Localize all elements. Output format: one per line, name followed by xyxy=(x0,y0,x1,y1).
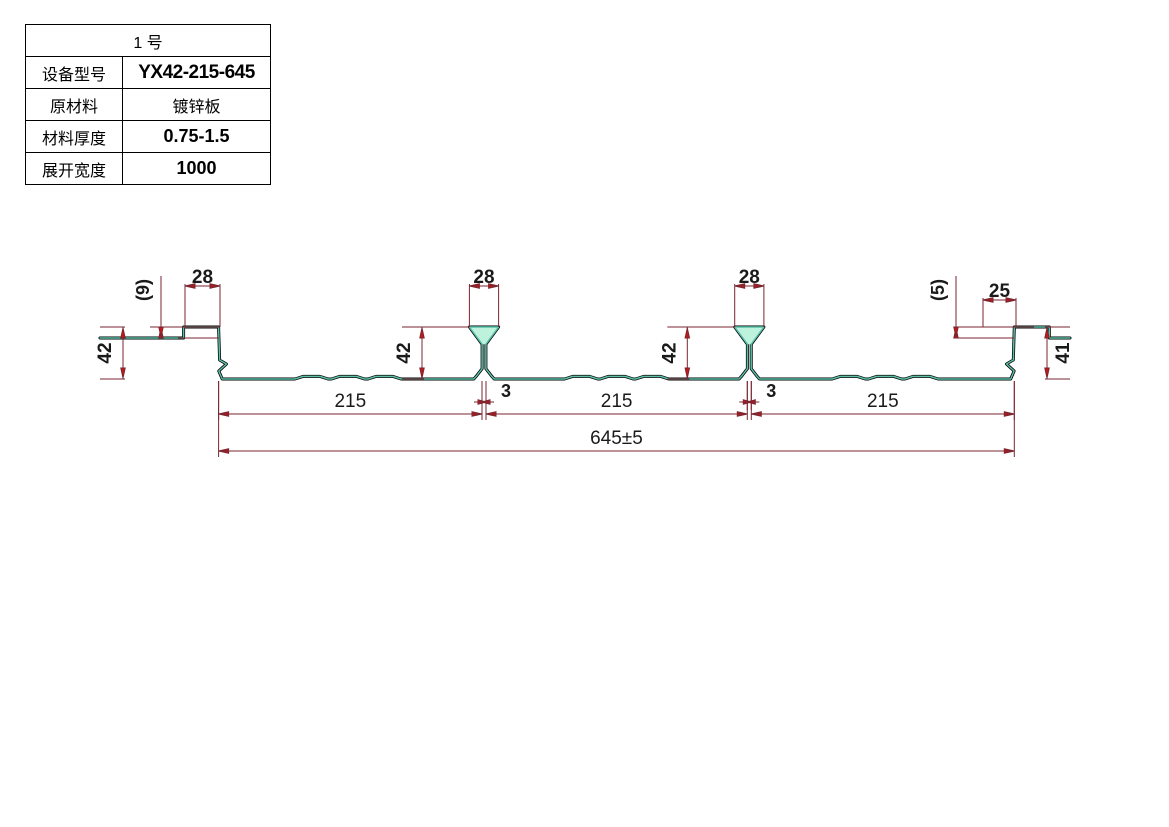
svg-text:645±5: 645±5 xyxy=(590,428,643,449)
svg-text:3: 3 xyxy=(501,381,511,401)
svg-text:28: 28 xyxy=(192,267,213,288)
svg-text:(5): (5) xyxy=(928,279,948,301)
svg-text:42: 42 xyxy=(394,342,415,363)
svg-text:215: 215 xyxy=(334,391,366,412)
svg-text:(9): (9) xyxy=(133,279,153,301)
svg-text:28: 28 xyxy=(473,267,494,288)
svg-text:3: 3 xyxy=(766,381,776,401)
svg-text:42: 42 xyxy=(659,342,680,363)
svg-text:215: 215 xyxy=(867,391,899,412)
svg-text:25: 25 xyxy=(989,281,1011,302)
svg-text:28: 28 xyxy=(739,267,760,288)
svg-text:42: 42 xyxy=(95,342,116,363)
svg-text:215: 215 xyxy=(601,391,633,412)
svg-text:41: 41 xyxy=(1053,342,1074,364)
